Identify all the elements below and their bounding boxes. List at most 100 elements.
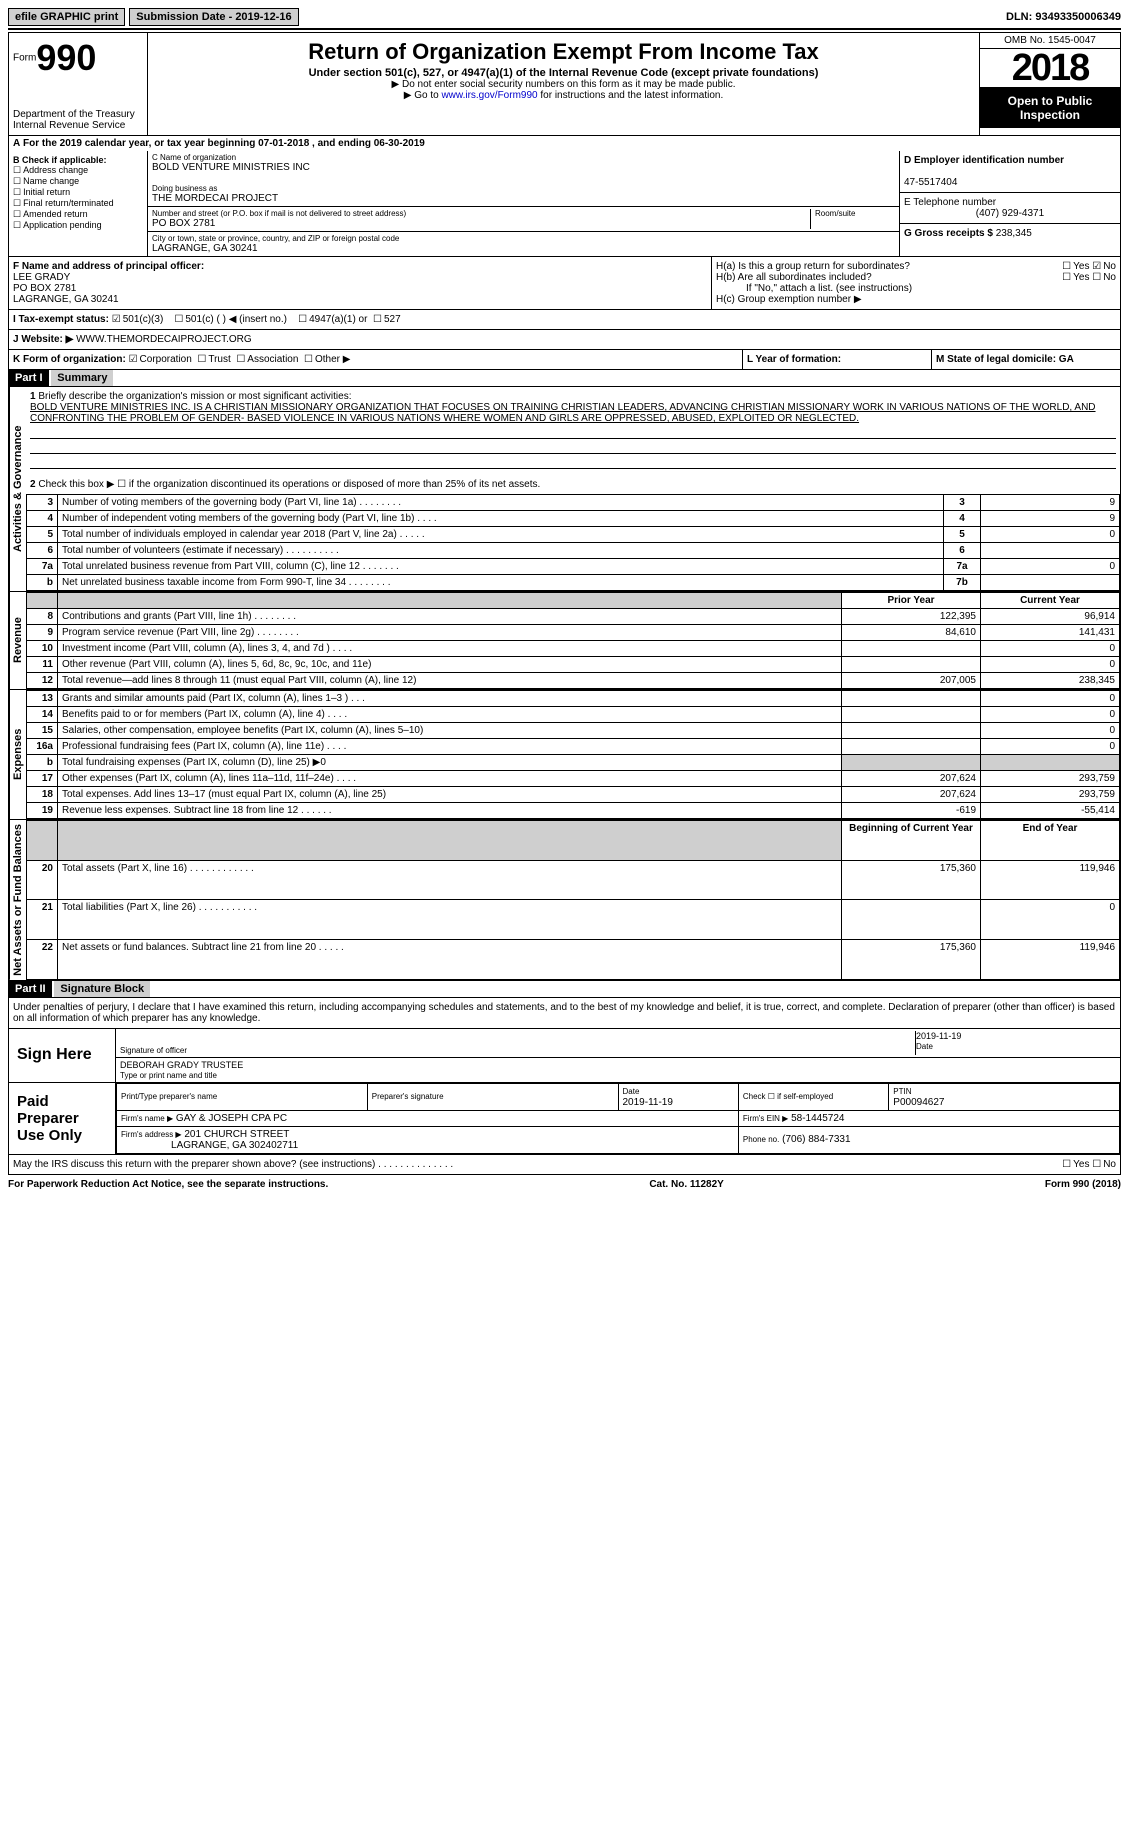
hb-yes[interactable]: Yes	[1062, 272, 1089, 283]
gross-label: G Gross receipts $	[904, 228, 993, 239]
net-table: Beginning of Current YearEnd of Year20To…	[26, 820, 1120, 980]
check-initial-return[interactable]: Initial return	[13, 187, 143, 198]
firm-name: GAY & JOSEPH CPA PC	[176, 1113, 287, 1124]
date-label: Date	[916, 1042, 933, 1051]
state-domicile: M State of legal domicile: GA	[932, 350, 1120, 369]
check-amended[interactable]: Amended return	[13, 209, 143, 220]
check-assoc[interactable]: Association	[236, 354, 298, 365]
check-trust[interactable]: Trust	[197, 354, 230, 365]
check-corp[interactable]: Corporation	[129, 354, 192, 365]
section-b-c-d: B Check if applicable: Address change Na…	[8, 151, 1121, 257]
sig-officer-label: Signature of officer	[120, 1046, 187, 1055]
city: LAGRANGE, GA 30241	[152, 243, 895, 254]
gov-table: 3Number of voting members of the governi…	[26, 494, 1120, 591]
phone-label: E Telephone number	[904, 197, 996, 208]
q2: Check this box ▶ ☐ if the organization d…	[38, 479, 540, 490]
side-rev: Revenue	[9, 592, 26, 689]
side-gov: Activities & Governance	[9, 387, 26, 591]
q1: Briefly describe the organization's miss…	[38, 391, 351, 402]
ein: 47-5517404	[904, 177, 957, 188]
room-label: Room/suite	[815, 209, 895, 218]
side-exp: Expenses	[9, 690, 26, 819]
tax-exempt-row: I Tax-exempt status: 501(c)(3) 501(c) ( …	[8, 310, 1121, 330]
tax-year: 2018	[980, 49, 1120, 88]
check-name-change[interactable]: Name change	[13, 176, 143, 187]
topbar: efile GRAPHIC print Submission Date - 20…	[8, 8, 1121, 30]
gross-receipts: 238,345	[996, 228, 1032, 239]
officer-addr2: LAGRANGE, GA 30241	[13, 294, 119, 305]
efile-button[interactable]: efile GRAPHIC print	[8, 8, 125, 26]
mission-text: BOLD VENTURE MINISTRIES INC. IS A CHRIST…	[30, 402, 1096, 424]
open-to-public: Open to Public Inspection	[980, 88, 1120, 128]
name-title-label: Type or print name and title	[120, 1071, 217, 1080]
note-goto: ▶ Go to www.irs.gov/Form990 for instruct…	[152, 90, 975, 101]
h-b-label: H(b) Are all subordinates included?	[716, 272, 872, 283]
officer-name-title: DEBORAH GRADY TRUSTEE	[120, 1060, 243, 1070]
footer-left: For Paperwork Reduction Act Notice, see …	[8, 1179, 328, 1190]
period-line: A For the 2019 calendar year, or tax yea…	[8, 136, 1121, 151]
check-final-return[interactable]: Final return/terminated	[13, 198, 143, 209]
street-label: Number and street (or P.O. box if mail i…	[152, 209, 806, 218]
phone: (407) 929-4371	[904, 208, 1116, 219]
penalty-text: Under penalties of perjury, I declare th…	[8, 998, 1121, 1029]
website-url: WWW.THEMORDECAIPROJECT.ORG	[76, 334, 252, 345]
name-label: C Name of organization	[152, 153, 895, 162]
footer-right: Form 990 (2018)	[1045, 1179, 1121, 1190]
netassets-section: Net Assets or Fund Balances Beginning of…	[8, 820, 1121, 981]
h-c-label: H(c) Group exemption number ▶	[716, 294, 1116, 305]
dln: DLN: 93493350006349	[1006, 11, 1121, 23]
form-prefix: Form	[13, 53, 36, 64]
part1-header: Part I	[9, 370, 49, 386]
year-formation: L Year of formation:	[743, 350, 932, 369]
dept-treasury: Department of the Treasury Internal Reve…	[13, 109, 143, 131]
org-name: BOLD VENTURE MINISTRIES INC	[152, 162, 895, 173]
revenue-section: Revenue Prior YearCurrent Year8Contribut…	[8, 592, 1121, 690]
form-title: Return of Organization Exempt From Incom…	[152, 39, 975, 65]
part2-header: Part II	[9, 981, 52, 997]
firm-phone: (706) 884-7331	[782, 1134, 850, 1145]
sig-date: 2019-11-19	[916, 1031, 961, 1041]
street: PO BOX 2781	[152, 218, 806, 229]
ein-label: D Employer identification number	[904, 155, 1064, 166]
submission-date: Submission Date - 2019-12-16	[129, 8, 298, 26]
exp-table: 13Grants and similar amounts paid (Part …	[26, 690, 1120, 819]
sign-here-label: Sign Here	[9, 1029, 116, 1082]
check-address-change[interactable]: Address change	[13, 165, 143, 176]
expenses-section: Expenses 13Grants and similar amounts pa…	[8, 690, 1121, 820]
signature-block: Sign Here Signature of officer 2019-11-1…	[8, 1029, 1121, 1155]
check-527[interactable]: 527	[373, 314, 401, 325]
check-other[interactable]: Other ▶	[304, 354, 350, 365]
section-f-h: F Name and address of principal officer:…	[8, 257, 1121, 310]
footer: For Paperwork Reduction Act Notice, see …	[8, 1175, 1121, 1190]
check-application-pending[interactable]: Application pending	[13, 220, 143, 231]
footer-center: Cat. No. 11282Y	[649, 1179, 723, 1190]
hb-no[interactable]: No	[1092, 272, 1116, 283]
note-ssn: ▶ Do not enter social security numbers o…	[152, 79, 975, 90]
part2-title: Signature Block	[54, 981, 150, 997]
rev-table: Prior YearCurrent Year8Contributions and…	[26, 592, 1120, 689]
part1-title: Summary	[51, 370, 113, 386]
discuss-no[interactable]: No	[1092, 1159, 1116, 1170]
dba: THE MORDECAI PROJECT	[152, 193, 895, 204]
activities-governance: Activities & Governance 1 Briefly descri…	[8, 387, 1121, 592]
form-number: 990	[36, 37, 96, 78]
dba-label: Doing business as	[152, 184, 895, 193]
k-l-m-row: K Form of organization: Corporation Trus…	[8, 350, 1121, 370]
f-label: F Name and address of principal officer:	[13, 261, 204, 272]
city-label: City or town, state or province, country…	[152, 234, 895, 243]
check-4947[interactable]: 4947(a)(1) or	[298, 314, 367, 325]
discuss-yes[interactable]: Yes	[1062, 1159, 1089, 1170]
section-b-label: B Check if applicable:	[13, 155, 107, 165]
check-501c[interactable]: 501(c) ( ) ◀ (insert no.)	[174, 314, 287, 325]
paid-preparer-label: Paid Preparer Use Only	[9, 1083, 116, 1154]
ha-yes[interactable]: Yes	[1062, 261, 1089, 272]
form-header: Form990 Department of the Treasury Inter…	[8, 32, 1121, 136]
check-501c3[interactable]: 501(c)(3)	[112, 314, 164, 325]
irs-link[interactable]: www.irs.gov/Form990	[441, 90, 537, 101]
h-a-label: H(a) Is this a group return for subordin…	[716, 261, 910, 272]
officer-name: LEE GRADY	[13, 272, 70, 283]
form-subtitle: Under section 501(c), 527, or 4947(a)(1)…	[152, 67, 975, 79]
ptin: P00094627	[893, 1097, 944, 1108]
ha-no[interactable]: No	[1092, 261, 1116, 272]
side-net: Net Assets or Fund Balances	[9, 820, 26, 980]
